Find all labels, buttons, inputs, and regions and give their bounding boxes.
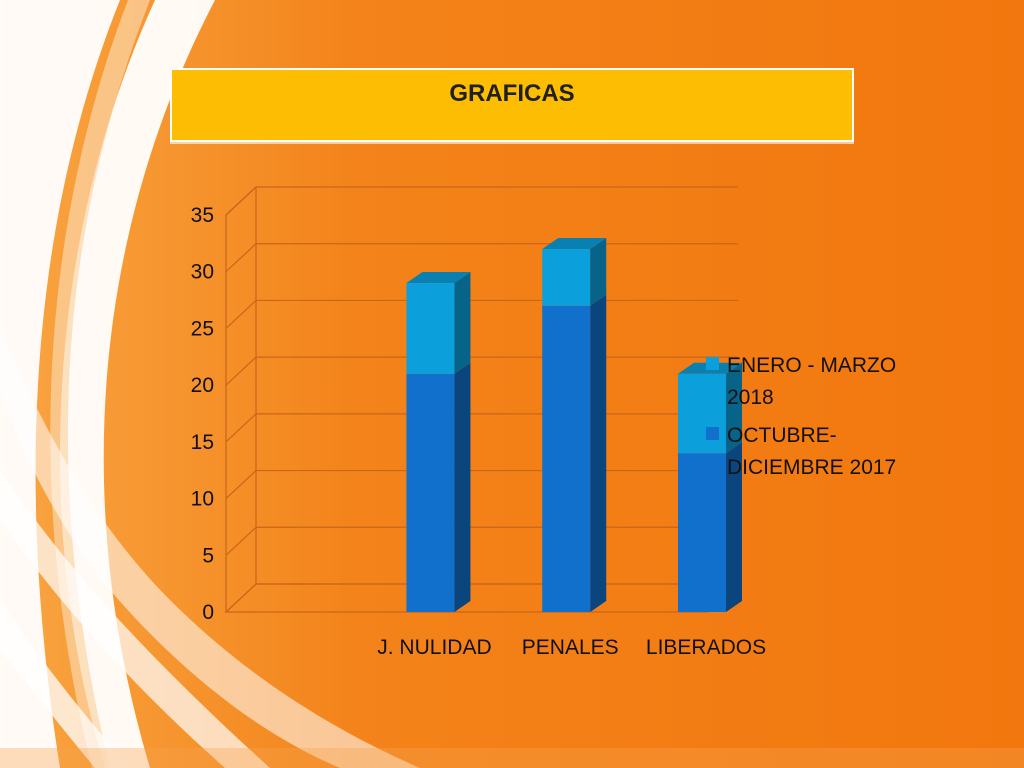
y-tick-label: 30 <box>191 261 214 284</box>
legend-label: 2018 <box>727 386 774 409</box>
legend-label: DICIEMBRE 2017 <box>727 456 896 479</box>
x-axis: J. NULIDAD PENALES LIBERADOS <box>377 636 766 659</box>
bar-side <box>590 238 607 306</box>
bar-side <box>454 362 471 612</box>
y-tick-label: 0 <box>202 601 214 624</box>
chart-grid <box>224 186 740 613</box>
bar-top <box>406 272 471 284</box>
y-tick-label: 20 <box>191 374 214 397</box>
y-tick-label: 5 <box>202 544 214 567</box>
y-axis: 0 5 10 15 20 25 30 35 <box>191 204 227 624</box>
x-category-label: J. NULIDAD <box>377 636 491 659</box>
legend-swatch <box>706 427 719 440</box>
chart-legend: ENERO - MARZO 2018 OCTUBRE- DICIEMBRE 2017 <box>706 354 896 479</box>
x-category-label: PENALES <box>522 636 619 659</box>
y-tick-label: 35 <box>191 204 214 227</box>
title-banner: GRAFICAS <box>170 68 854 142</box>
y-tick-label: 25 <box>191 317 214 340</box>
chart-bars <box>406 238 742 612</box>
gridline <box>225 526 257 556</box>
legend-swatch <box>706 357 719 370</box>
bar-segment <box>406 373 455 612</box>
bar-segment <box>678 453 726 612</box>
bar-top <box>542 238 607 250</box>
bar-segment <box>678 373 726 454</box>
gridline <box>225 470 257 500</box>
chart-floor <box>224 583 740 613</box>
gridline <box>225 413 257 443</box>
gridline <box>225 299 257 329</box>
bar-segment <box>542 305 591 612</box>
legend-label: OCTUBRE- <box>727 424 837 447</box>
bar-side <box>726 442 742 612</box>
gridline <box>225 356 257 386</box>
bar-side <box>454 272 471 374</box>
slide-title: GRAFICAS <box>449 80 575 107</box>
bar-side <box>726 362 742 454</box>
x-category-label: LIBERADOS <box>646 636 766 659</box>
bar-segment <box>406 283 455 374</box>
gridline <box>225 243 257 273</box>
bar-segment <box>542 249 591 306</box>
y-tick-label: 15 <box>191 431 214 454</box>
bar-side <box>590 294 607 612</box>
y-tick-label: 10 <box>191 488 214 511</box>
gridline <box>225 186 257 216</box>
legend-label: ENERO - MARZO <box>727 354 896 377</box>
